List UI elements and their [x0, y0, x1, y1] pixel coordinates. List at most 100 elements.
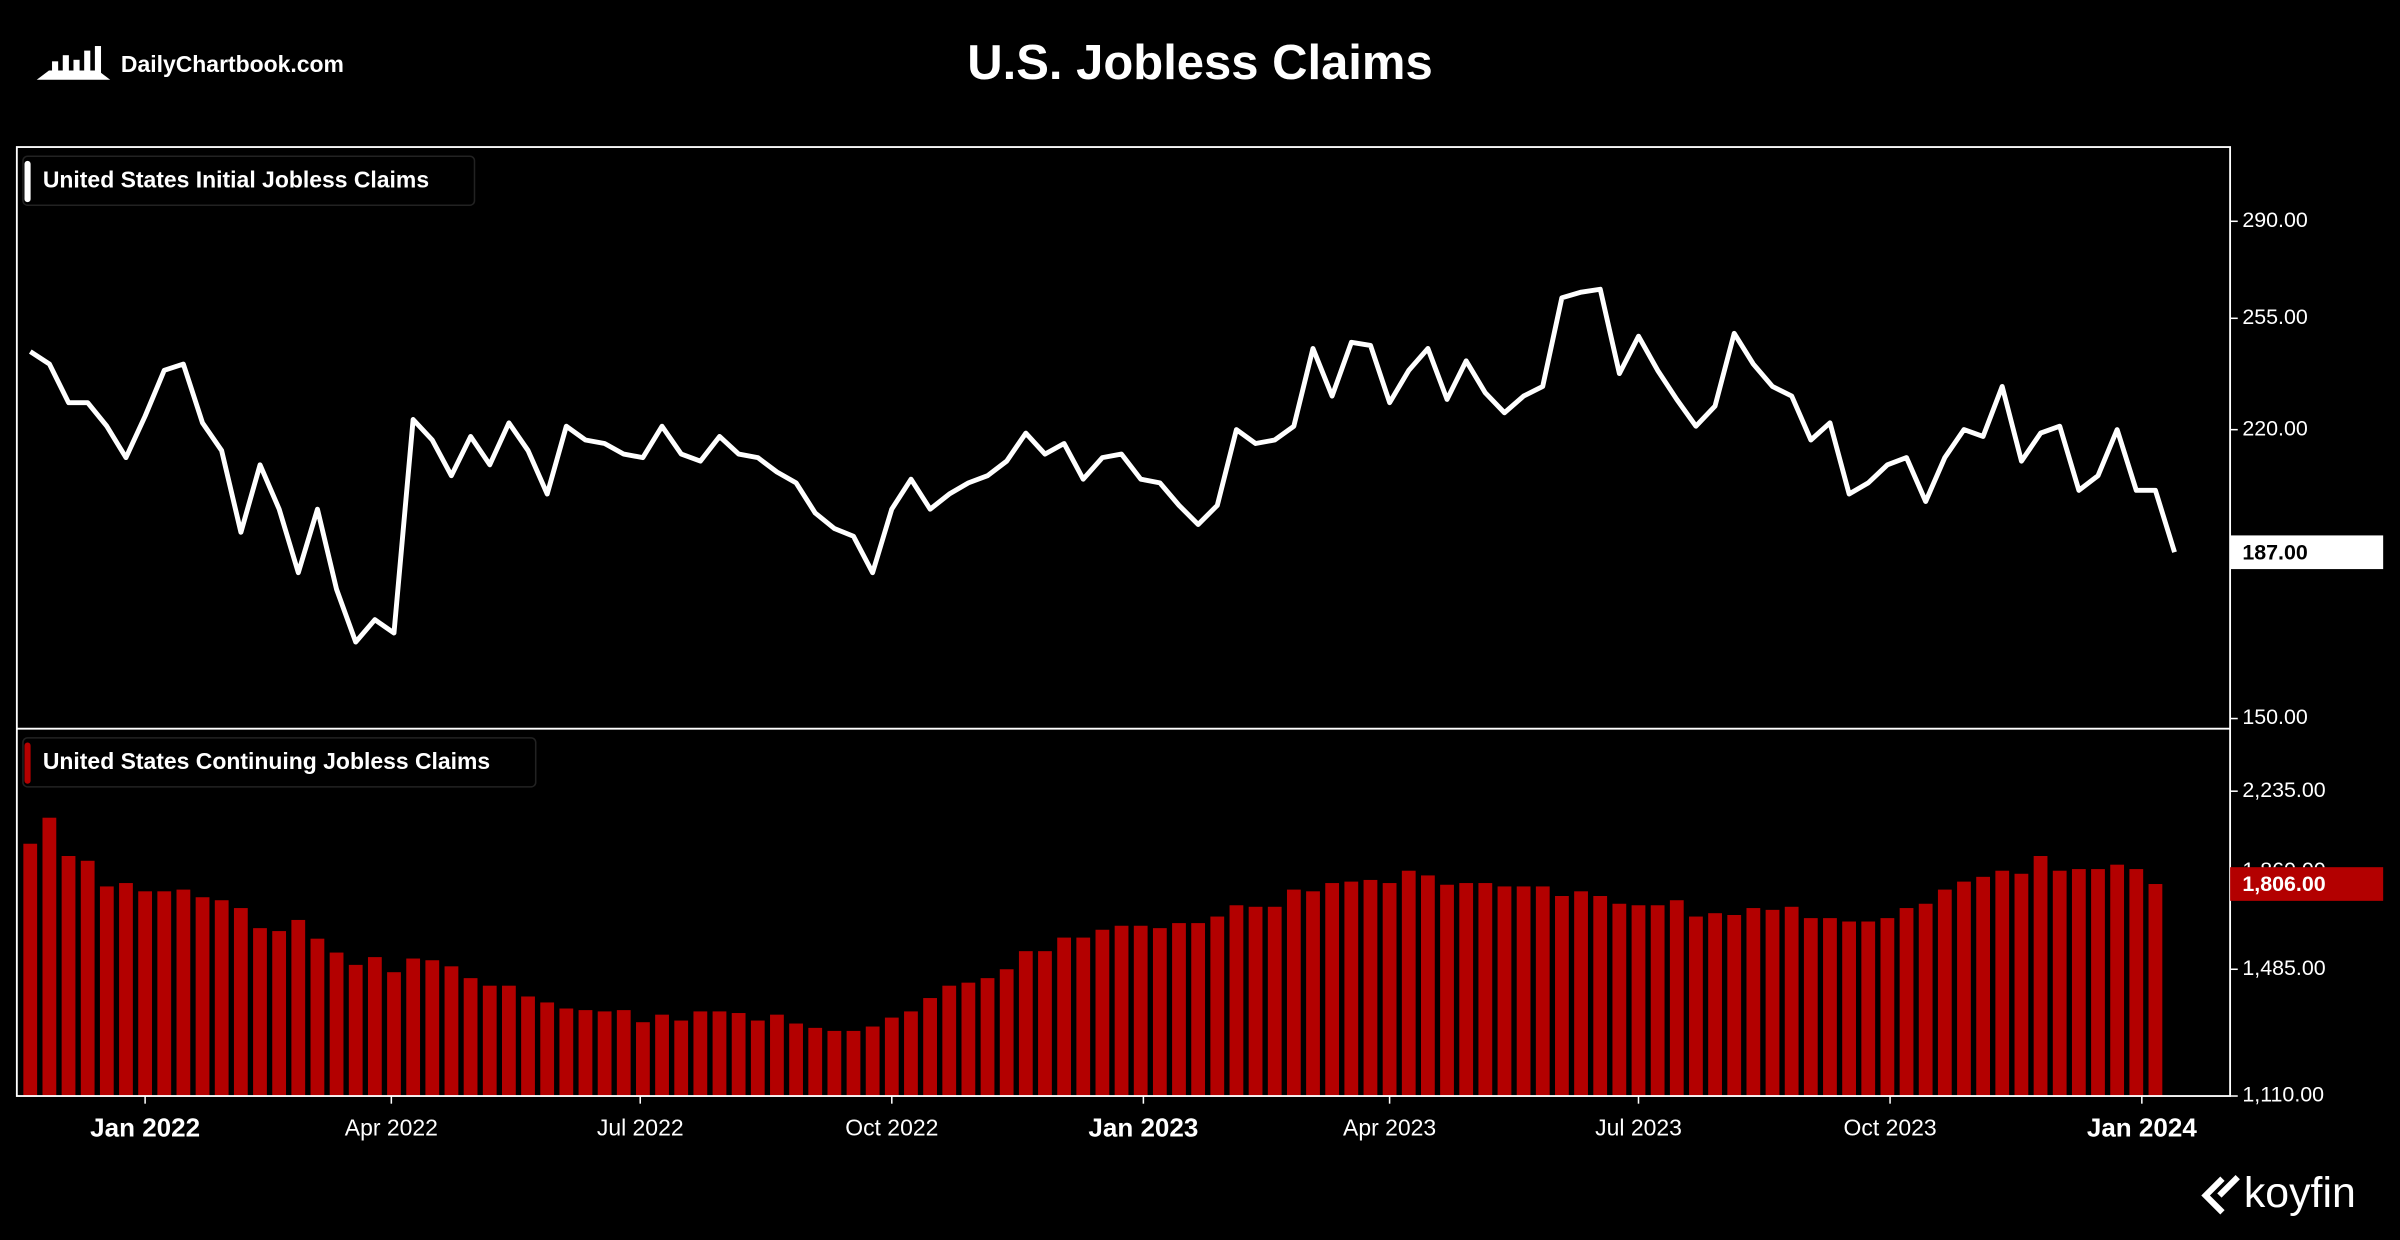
bar: [559, 1008, 574, 1097]
bar: [1210, 916, 1225, 1097]
bar: [80, 860, 95, 1097]
bar: [2033, 856, 2048, 1097]
bar: [1746, 908, 1761, 1097]
bar: [674, 1020, 689, 1097]
bar: [636, 1022, 650, 1097]
panel: [23, 817, 2163, 1097]
bar: [1861, 921, 1876, 1097]
bar: [750, 1020, 765, 1097]
bar: [1899, 908, 1914, 1097]
bar: [1612, 903, 1627, 1097]
bar: [1880, 918, 1895, 1097]
bar: [1286, 889, 1301, 1097]
x-tick-label: Apr 2023: [1343, 1115, 1436, 1141]
plot-frame: [15, 146, 2232, 1097]
bar: [406, 958, 421, 1097]
bar: [1038, 951, 1052, 1097]
y-tick-label: 1,110.00: [2242, 1083, 2324, 1107]
bar: [1325, 883, 1340, 1097]
y-tick-label: 2,235.00: [2242, 778, 2325, 802]
bar: [1248, 906, 1263, 1097]
bar: [1765, 909, 1780, 1097]
line: [28, 286, 2177, 645]
bar: [884, 1017, 899, 1097]
bar: [138, 891, 153, 1097]
bar: [1420, 875, 1435, 1097]
bar: [521, 996, 535, 1097]
bar: [1191, 923, 1206, 1097]
bar: [846, 1030, 861, 1097]
bar: [616, 1010, 631, 1097]
bar: [1708, 913, 1722, 1097]
bar: [444, 966, 459, 1097]
bar: [1497, 886, 1512, 1097]
bar: [2091, 869, 2105, 1097]
bar: [655, 1014, 669, 1097]
bar: [1842, 921, 1856, 1097]
bar: [693, 1011, 708, 1097]
legend-box: [22, 737, 537, 788]
bar: [789, 1023, 803, 1097]
y-tick-label: 1,485.00: [2242, 956, 2325, 980]
bar: [291, 919, 306, 1097]
bar: [1440, 884, 1454, 1097]
bar: [367, 957, 382, 1097]
bar: [61, 856, 76, 1097]
bar: [597, 1011, 612, 1097]
y-tick-label: 150.00: [2242, 705, 2308, 729]
x-tick-label: Jan 2023: [1088, 1113, 1198, 1143]
bar: [1803, 918, 1818, 1097]
bar: [1689, 916, 1703, 1097]
panel: [28, 286, 2177, 645]
bar: [1823, 918, 1837, 1097]
bar: [578, 1010, 593, 1097]
bar: [1229, 905, 1244, 1097]
bar: [1076, 937, 1091, 1097]
bar: [1593, 895, 1608, 1097]
bar: [770, 1014, 784, 1097]
legend-label: United States Continuing Jobless Claims: [43, 748, 490, 774]
bar: [827, 1030, 842, 1097]
bar: [501, 985, 516, 1097]
bar: [2129, 869, 2144, 1097]
bar: [119, 883, 133, 1097]
y-tick-label: 290.00: [2242, 208, 2308, 232]
bar: [387, 972, 401, 1097]
y-tick-label: 220.00: [2242, 416, 2308, 440]
x-tick-label: Oct 2022: [845, 1115, 938, 1141]
bar: [2071, 869, 2086, 1097]
bar: [1306, 891, 1320, 1097]
bar: [482, 985, 497, 1097]
bar: [233, 908, 248, 1097]
bar: [1555, 895, 1569, 1097]
bar: [1114, 925, 1129, 1097]
bar: [1784, 906, 1799, 1097]
bar: [157, 891, 172, 1097]
bar: [1957, 881, 1971, 1097]
x-tick-label: Jul 2022: [597, 1115, 684, 1141]
bar: [1669, 900, 1684, 1097]
bar: [1937, 889, 1952, 1097]
x-tick-label: Jul 2023: [1595, 1115, 1682, 1141]
legend-swatch: [24, 742, 31, 784]
bar: [1267, 906, 1282, 1097]
bar: [1152, 928, 1167, 1097]
bar: [1018, 951, 1033, 1097]
bar: [348, 964, 363, 1097]
bar: [2110, 864, 2125, 1097]
bar: [99, 886, 114, 1097]
bar: [425, 960, 440, 1097]
current-value-tag: [2230, 867, 2384, 901]
bar: [1133, 925, 1148, 1097]
legend-box: [22, 155, 476, 206]
chart-title: U.S. Jobless Claims: [967, 36, 1432, 90]
source: DailyChartbook.com: [121, 51, 344, 77]
bar: [214, 900, 229, 1097]
bar: [1095, 929, 1110, 1097]
current-value-label: 1,806.00: [2242, 872, 2325, 896]
bar: [999, 969, 1014, 1097]
legend-swatch: [24, 160, 31, 203]
bar: [1631, 905, 1646, 1097]
bar: [310, 938, 325, 1097]
